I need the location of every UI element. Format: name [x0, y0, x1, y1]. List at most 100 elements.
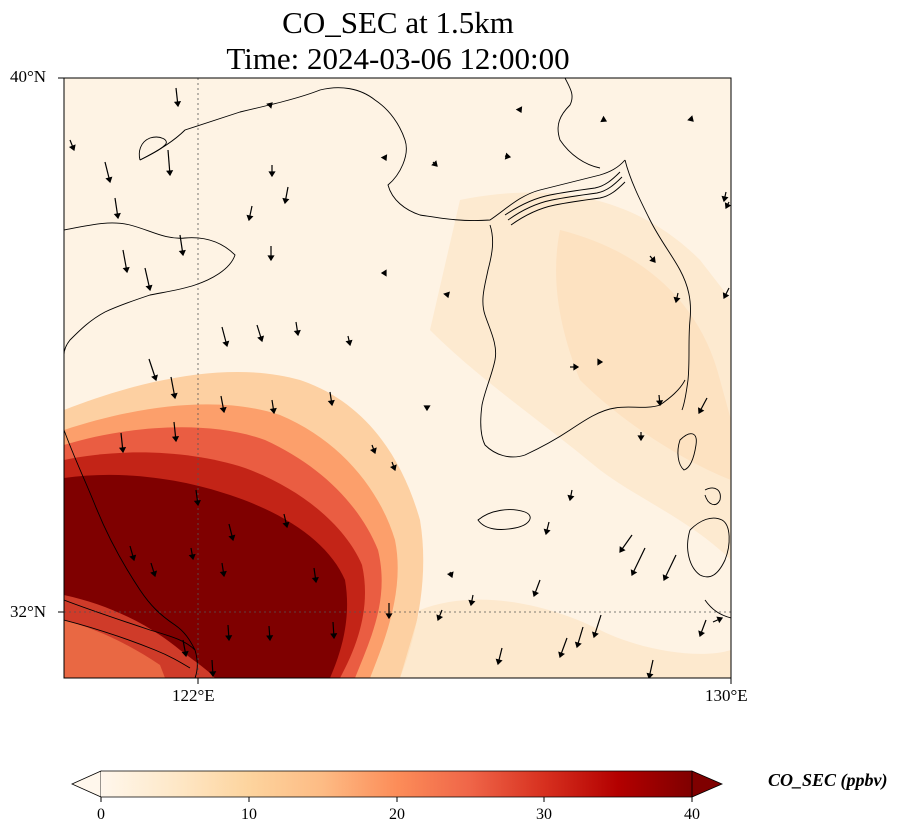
wind-vector-head: [266, 102, 273, 109]
wind-vector-head: [219, 406, 227, 414]
wind-vector-head: [380, 269, 387, 277]
wind-vector-head: [423, 405, 431, 412]
map-title-line2: Time: 2024-03-06 12:00:00: [226, 41, 570, 76]
wind-vector-head: [188, 553, 196, 561]
field-patch-se: [400, 599, 731, 678]
wind-vector-head: [225, 635, 233, 642]
wind-vector-head: [637, 435, 645, 442]
wind-vector-head: [219, 570, 227, 578]
wind-vector-head: [113, 212, 121, 220]
wind-vector-head: [267, 255, 275, 262]
wind-vector-head: [655, 400, 664, 407]
wind-vector-head: [171, 436, 180, 443]
wind-vector-head: [698, 630, 705, 638]
lat-label-32N: 32°N: [10, 602, 47, 621]
wind-vector-head: [282, 521, 290, 529]
wind-vector-head: [504, 152, 512, 160]
axis-ticks: [58, 77, 732, 684]
wind-vector-head: [495, 658, 503, 666]
wind-vector-head: [170, 392, 178, 400]
wind-vector-head: [178, 249, 186, 257]
wind-vector-head: [436, 614, 444, 622]
wind-vector-head: [646, 672, 654, 678]
wind-vector-head: [228, 534, 236, 542]
wind-vector-head: [246, 214, 254, 222]
wind-vector-head: [532, 590, 539, 598]
wind-vector-head: [649, 256, 656, 263]
colorbar-tick-30: 30: [536, 806, 552, 823]
wind-vector-head: [282, 197, 290, 205]
lon-label-130E: 130°E: [705, 686, 748, 705]
field-band-korea: [556, 230, 731, 480]
wind-vector-head: [311, 576, 319, 584]
wind-vector-head: [370, 447, 377, 455]
colorbar: [71, 770, 724, 802]
wind-vector-head: [630, 569, 638, 577]
wind-vector-head: [222, 340, 230, 348]
wind-vector-head: [105, 176, 113, 184]
wind-vector-head: [293, 329, 301, 337]
wind-vector-head: [600, 115, 608, 123]
wind-vector-head: [722, 292, 730, 300]
wind-vector-head: [543, 528, 551, 536]
wind-vector-head: [327, 399, 335, 407]
wind-vector-head: [597, 358, 604, 366]
wind-vector-head: [129, 554, 137, 562]
wind-vector-head: [698, 407, 705, 414]
wind-vector-head: [173, 101, 182, 108]
colorbar-tick-10: 10: [241, 806, 257, 823]
wind-vector-head: [166, 170, 174, 177]
wind-vector-head: [558, 651, 565, 659]
wind-vector-head: [468, 599, 476, 607]
wind-vector-head: [209, 671, 217, 678]
wind-vector-head: [380, 154, 388, 162]
wind-vector-head: [721, 195, 729, 203]
wind-vector-head: [385, 613, 393, 620]
wind-vector-head: [151, 374, 158, 382]
wind-vector-head: [330, 633, 338, 640]
wind-vector-head: [446, 571, 454, 579]
wind-vector-head: [266, 635, 274, 642]
wind-vector-head: [193, 499, 201, 507]
wind-vector-head: [662, 574, 670, 582]
wind-vector-head: [145, 284, 153, 292]
wind-vector-head: [515, 106, 523, 114]
wind-vector-head: [268, 171, 276, 178]
wind-vector-head: [181, 650, 189, 658]
colorbar-extend-max: [691, 770, 724, 798]
map-title-line1: CO_SEC at 1.5km: [282, 5, 514, 40]
wind-vector-head: [122, 266, 130, 274]
map-frame: [63, 77, 732, 679]
wind-vector-head: [567, 494, 575, 502]
wind-vector-head: [269, 407, 277, 415]
lat-label-40N: 40°N: [10, 67, 47, 86]
wind-vector-head: [150, 570, 158, 578]
coastlines: [64, 78, 731, 678]
map-area: [64, 78, 731, 678]
wind-vector-head: [257, 335, 265, 343]
wind-vector-head: [574, 641, 582, 649]
wind-vector-head: [345, 339, 353, 347]
wind-vector-head: [68, 144, 76, 152]
wind-vector-head: [687, 115, 694, 122]
colorbar-tick-20: 20: [389, 806, 405, 823]
wind-vector-head: [673, 296, 681, 304]
wind-vector-head: [724, 202, 731, 210]
field-patch-yangtze2: [64, 620, 165, 678]
wind-vector-head: [716, 616, 724, 624]
wind-vector-head: [118, 447, 127, 454]
colorbar-tick-40: 40: [684, 806, 700, 823]
lon-label-122E: 122°E: [172, 686, 215, 705]
wind-vector-head: [573, 363, 580, 371]
wind-vector-shaft: [663, 554, 677, 581]
wind-vector-shaft: [631, 547, 646, 576]
colorbar-gradient: [101, 771, 692, 797]
wind-vector-head: [591, 631, 599, 639]
wind-vector-head: [443, 291, 450, 299]
wind-vector-head: [431, 160, 438, 167]
colorbar-extend-min: [71, 770, 102, 798]
gridlines: [64, 78, 731, 678]
wind-vector-head: [390, 464, 397, 472]
colorbar-tick-0: 0: [97, 806, 105, 823]
